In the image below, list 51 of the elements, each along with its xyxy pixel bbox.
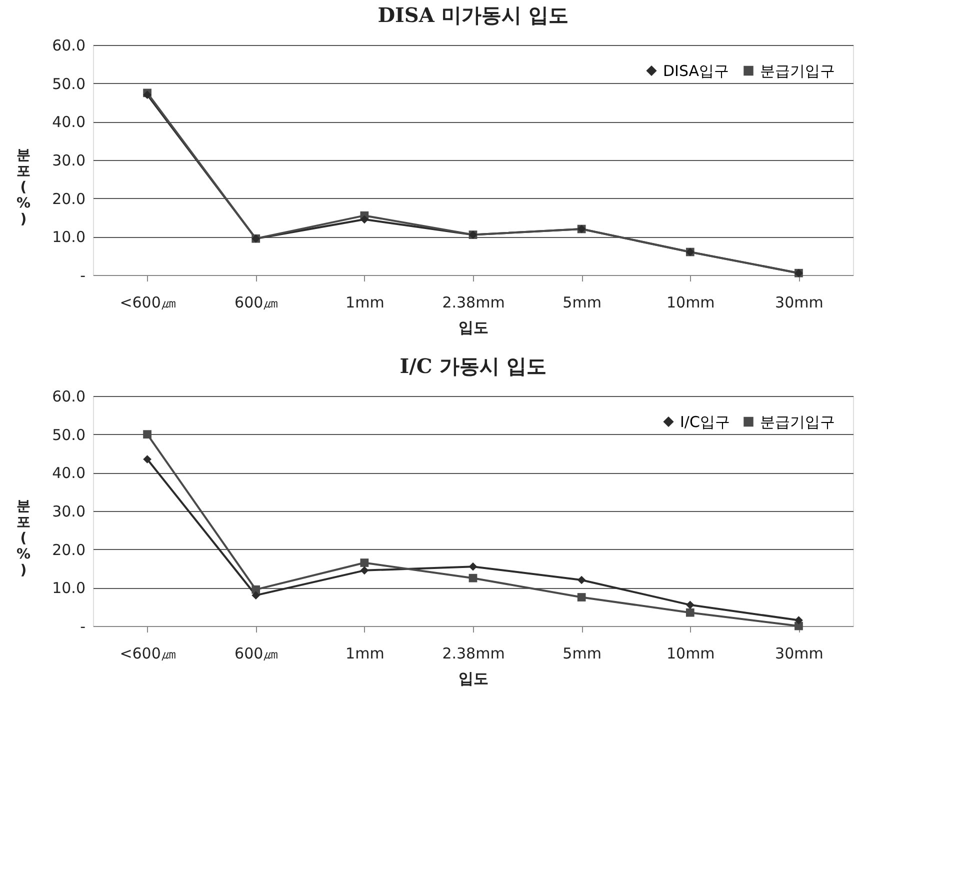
x-tick-label: 2.38mm (442, 294, 505, 312)
legend-label: DISA입구 (663, 62, 730, 80)
point (577, 576, 586, 584)
point (468, 562, 478, 571)
y-tick-label: 30.0 (52, 502, 86, 520)
y-axis-title: 분포(%) (16, 148, 31, 228)
y-tick-label: 20.0 (52, 540, 86, 559)
x-tick-label: 30mm (775, 294, 824, 312)
y-tick-label: 40.0 (52, 113, 86, 132)
point (686, 608, 694, 617)
x-tick-label: 10mm (666, 644, 715, 662)
y-tick-label: 40.0 (52, 464, 86, 482)
point (360, 558, 369, 567)
point (360, 566, 369, 575)
y-tick-label: 10.0 (52, 228, 86, 246)
point (360, 215, 369, 224)
x-tick-label: <600㎛ (120, 294, 176, 312)
x-tick-label: <600㎛ (120, 644, 176, 662)
point (577, 593, 586, 602)
y-tick-label: - (80, 266, 86, 284)
y-tick-label: 60.0 (52, 36, 86, 54)
point (143, 430, 152, 439)
point (686, 600, 694, 610)
y-tick-label: 10.0 (52, 579, 86, 598)
x-tick-label: 5mm (562, 294, 602, 312)
y-tick-label: 20.0 (52, 190, 86, 208)
legend-label: I/C입구 (680, 412, 730, 431)
x-tick-label: 30mm (775, 644, 824, 662)
x-tick-label: 10mm (666, 294, 715, 312)
legend-label: 분급기입구 (760, 412, 835, 431)
y-axis-title: 분포(%) (16, 498, 31, 578)
x-tick-label: 1mm (346, 294, 384, 312)
chart-title: DISA 미가동시 입도 (378, 3, 568, 27)
y-tick-label: 60.0 (52, 388, 86, 406)
point (468, 574, 478, 582)
y-tick-label: - (80, 618, 86, 636)
x-tick-label: 2.38mm (442, 644, 505, 662)
chart-title: I/C 가동시 입도 (400, 354, 546, 378)
x-tick-label: 1mm (346, 644, 384, 662)
x-tick-label: 600㎛ (234, 294, 278, 312)
point (252, 591, 260, 600)
x-tick-label: 5mm (562, 644, 602, 662)
y-tick-label: 50.0 (52, 74, 86, 93)
y-tick-label: 30.0 (52, 152, 86, 170)
x-tick-label: 600㎛ (234, 644, 278, 662)
x-axis-title: 입도 (458, 670, 488, 688)
y-tick-label: 50.0 (52, 426, 86, 444)
legend-label: 분급기입구 (760, 62, 835, 80)
point (794, 616, 803, 624)
x-axis-title: 입도 (458, 318, 488, 336)
point (143, 455, 152, 464)
